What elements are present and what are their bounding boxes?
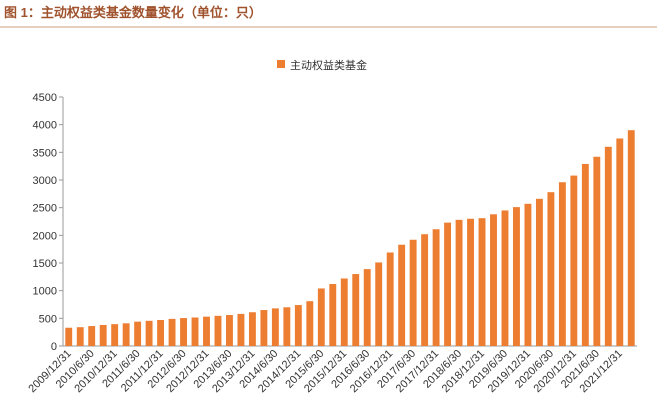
bar bbox=[444, 222, 452, 346]
bar bbox=[134, 321, 142, 346]
header-title: 图 1：主动权益类基金数量变化（单位：只） bbox=[4, 5, 262, 20]
bar bbox=[501, 210, 509, 346]
bar bbox=[294, 305, 302, 346]
bar bbox=[191, 317, 199, 346]
bar bbox=[616, 138, 624, 346]
bar bbox=[363, 269, 371, 346]
bar bbox=[490, 214, 497, 346]
bar bbox=[248, 312, 256, 346]
bar bbox=[168, 318, 176, 346]
bar bbox=[513, 207, 520, 346]
bar bbox=[203, 316, 210, 346]
bar bbox=[627, 130, 635, 346]
y-tick-label: 500 bbox=[39, 313, 57, 325]
bar bbox=[547, 192, 555, 346]
bar bbox=[593, 156, 601, 346]
bar bbox=[432, 229, 440, 346]
bar bbox=[317, 288, 325, 346]
bar bbox=[386, 252, 394, 346]
bar bbox=[271, 308, 279, 346]
y-tick-label: 1500 bbox=[33, 258, 57, 270]
y-tick-label: 1000 bbox=[33, 286, 57, 298]
bar bbox=[111, 324, 119, 346]
y-tick-label: 0 bbox=[51, 341, 57, 353]
bar bbox=[157, 319, 165, 346]
bar bbox=[65, 327, 73, 346]
bar bbox=[352, 274, 360, 346]
bar bbox=[226, 315, 233, 346]
bar bbox=[76, 327, 84, 346]
y-tick-label: 2000 bbox=[33, 230, 57, 242]
bar bbox=[283, 307, 291, 346]
bar bbox=[604, 146, 612, 346]
bar bbox=[398, 244, 406, 346]
legend-label: 主动权益类基金 bbox=[290, 58, 367, 72]
bar bbox=[145, 320, 153, 346]
bar bbox=[570, 175, 578, 346]
bar bbox=[421, 234, 429, 346]
legend-swatch bbox=[277, 60, 285, 68]
y-tick-label: 4000 bbox=[33, 120, 57, 132]
y-tick-label: 3500 bbox=[33, 147, 57, 159]
bar bbox=[375, 262, 383, 346]
y-tick-label: 3000 bbox=[33, 175, 57, 187]
bar bbox=[214, 315, 222, 346]
bar bbox=[535, 198, 543, 346]
bar bbox=[581, 163, 589, 346]
bar bbox=[88, 326, 96, 346]
bar bbox=[306, 301, 314, 346]
bar bbox=[329, 284, 337, 346]
bar bbox=[260, 310, 268, 346]
bar bbox=[467, 218, 474, 346]
y-tick-label: 4500 bbox=[33, 92, 57, 104]
bar bbox=[558, 182, 566, 346]
bar bbox=[180, 318, 187, 346]
bar bbox=[524, 203, 532, 346]
bar bbox=[340, 278, 348, 346]
bar bbox=[478, 218, 486, 346]
bar bbox=[237, 313, 245, 346]
bar bbox=[455, 219, 463, 346]
bar bbox=[99, 324, 107, 346]
bar bbox=[122, 323, 130, 346]
y-tick-label: 2500 bbox=[33, 203, 57, 215]
bar bbox=[409, 239, 417, 346]
